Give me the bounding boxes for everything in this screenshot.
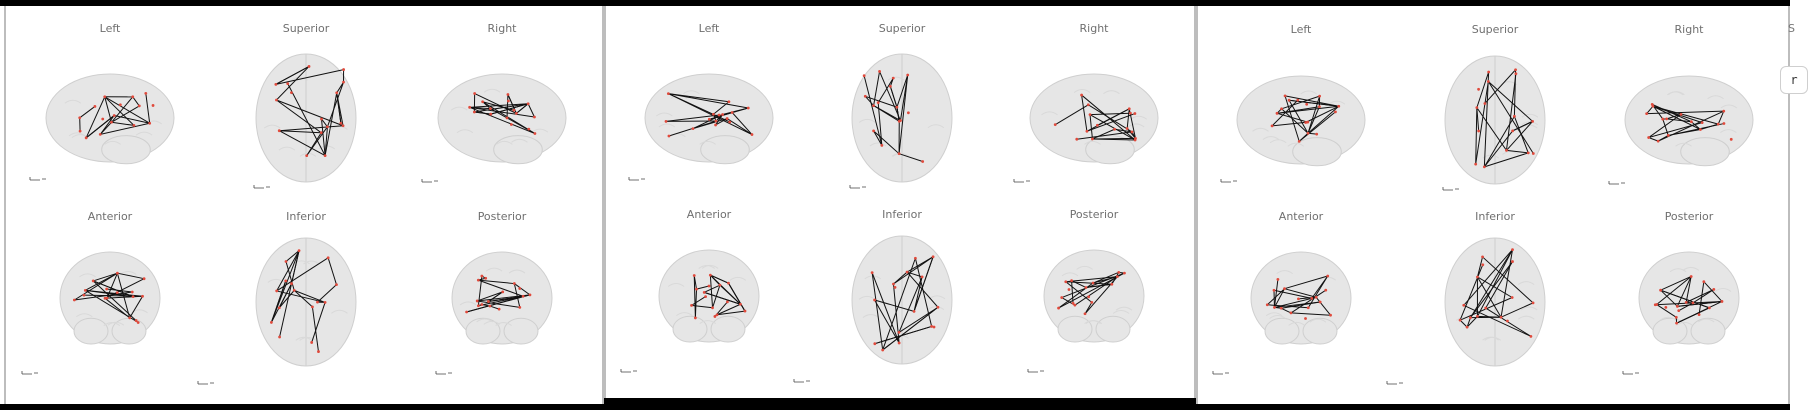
orientation-axes-icon xyxy=(1220,179,1237,183)
brain-right-view xyxy=(1029,73,1159,165)
view-title-inferior: Inferior xyxy=(1475,210,1515,223)
brain-inferior-view xyxy=(1444,237,1546,367)
view-title-posterior: Posterior xyxy=(477,210,527,223)
brain-left-view xyxy=(644,73,774,165)
orientation-axes-icon xyxy=(849,185,866,189)
figure-panel-2: Left Superior Right Anterior Inferior Po… xyxy=(604,6,1196,398)
brain-anterior-view xyxy=(658,249,760,343)
brain-left-view xyxy=(1236,75,1366,167)
view-title-right: Right xyxy=(1079,22,1109,35)
view-title-posterior: Posterior xyxy=(1664,210,1714,223)
brain-posterior-view xyxy=(451,251,553,345)
brain-anterior-view xyxy=(59,251,161,345)
brain-right-view xyxy=(1624,75,1754,167)
view-title-posterior: Posterior xyxy=(1069,208,1119,221)
orientation-axes-icon xyxy=(1608,181,1625,185)
brain-anterior-view xyxy=(1250,251,1352,345)
brain-inferior-view xyxy=(851,235,953,365)
orientation-axes-icon xyxy=(1013,179,1030,183)
brain-right-view xyxy=(437,73,567,165)
brain-inferior-view xyxy=(255,237,357,367)
view-title-anterior: Anterior xyxy=(87,210,133,223)
view-title-right: Right xyxy=(487,22,517,35)
view-title-inferior: Inferior xyxy=(286,210,326,223)
orientation-axes-icon xyxy=(21,371,38,375)
brain-views-1 xyxy=(21,53,567,385)
orientation-axes-icon xyxy=(793,379,810,383)
bottom-bar-2 xyxy=(604,398,1196,410)
view-title-anterior: Anterior xyxy=(686,208,732,221)
figure-panel-3: Left Superior Right Anterior Inferior Po… xyxy=(1196,6,1790,404)
view-title-inferior: Inferior xyxy=(882,208,922,221)
orientation-axes-icon xyxy=(1027,369,1044,373)
top-bar xyxy=(0,0,1790,6)
brain-left-view xyxy=(45,73,175,165)
brain-superior-view xyxy=(851,53,953,183)
view-title-superior: Superior xyxy=(878,22,926,35)
bottom-bar-3 xyxy=(1196,404,1790,410)
figure-panel-1: Left Superior Right Anterior Inferior Po… xyxy=(4,6,604,404)
view-title-anterior: Anterior xyxy=(1278,210,1324,223)
orientation-axes-icon xyxy=(29,177,46,181)
orientation-axes-icon xyxy=(421,179,438,183)
view-title-left: Left xyxy=(1290,23,1312,36)
brain-superior-view xyxy=(255,53,357,183)
view-title-superior: Superior xyxy=(1471,23,1519,36)
orientation-axes-icon xyxy=(197,381,214,385)
bottom-bar-1 xyxy=(0,404,604,410)
orientation-axes-icon xyxy=(1212,371,1229,375)
brain-posterior-view xyxy=(1043,249,1145,343)
partial-button[interactable]: r xyxy=(1780,66,1808,94)
orientation-axes-icon xyxy=(1442,187,1459,191)
view-title-superior: Superior xyxy=(282,22,330,35)
brain-posterior-view xyxy=(1638,251,1740,345)
brain-views-3 xyxy=(1212,55,1754,385)
view-title-left: Left xyxy=(99,22,121,35)
orientation-axes-icon xyxy=(1386,381,1403,385)
orientation-axes-icon xyxy=(628,177,645,181)
view-title-left: Left xyxy=(698,22,720,35)
view-title-right: Right xyxy=(1674,23,1704,36)
brain-views-2 xyxy=(620,53,1159,383)
partial-text: S xyxy=(1788,22,1795,35)
brain-superior-view xyxy=(1444,55,1546,185)
orientation-axes-icon xyxy=(435,371,452,375)
orientation-axes-icon xyxy=(1622,371,1639,375)
orientation-axes-icon xyxy=(620,369,637,373)
orientation-axes-icon xyxy=(253,185,270,189)
